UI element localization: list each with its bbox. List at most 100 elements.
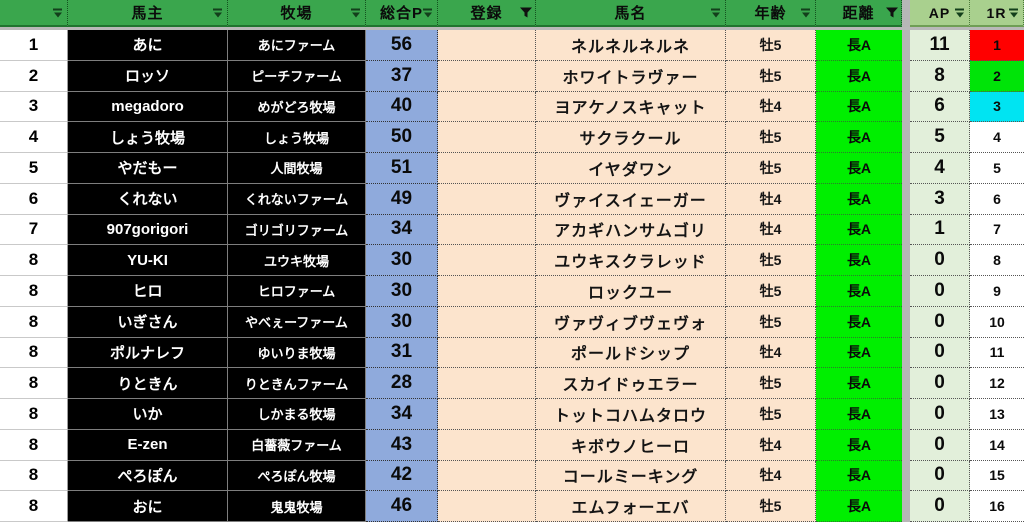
registration-cell[interactable] (438, 429, 536, 461)
ap-cell[interactable]: 0 (910, 276, 970, 307)
owner-cell[interactable]: りときん (68, 368, 228, 399)
farm-cell[interactable]: しかまる牧場 (228, 399, 366, 430)
total-p-cell[interactable]: 34 (366, 399, 438, 430)
horse-name-cell[interactable]: アカギハンサムゴリ (536, 214, 726, 246)
ap-cell[interactable]: 6 (910, 91, 970, 123)
rank-cell[interactable]: 5 (0, 153, 68, 184)
total-p-cell[interactable]: 50 (366, 122, 438, 153)
registration-cell[interactable] (438, 214, 536, 246)
r1-cell[interactable]: 14 (970, 429, 1024, 461)
distance-cell[interactable]: 長A (816, 306, 902, 338)
ap-cell[interactable]: 8 (910, 60, 970, 92)
farm-cell[interactable]: りときんファーム (228, 368, 366, 399)
horse-name-cell[interactable]: キボウノヒーロ (536, 429, 726, 461)
column-header-total[interactable]: 総合P (366, 0, 438, 27)
age-cell[interactable]: 牡5 (726, 245, 816, 276)
ap-cell[interactable]: 0 (910, 368, 970, 399)
registration-cell[interactable] (438, 245, 536, 276)
age-cell[interactable]: 牡5 (726, 399, 816, 430)
r1-cell[interactable]: 4 (970, 122, 1024, 153)
distance-cell[interactable]: 長A (816, 337, 902, 369)
registration-cell[interactable] (438, 276, 536, 307)
distance-cell[interactable]: 長A (816, 60, 902, 92)
owner-cell[interactable]: YU-KI (68, 245, 228, 276)
ap-cell[interactable]: 0 (910, 306, 970, 338)
age-cell[interactable]: 牡4 (726, 214, 816, 246)
owner-cell[interactable]: 907gorigori (68, 214, 228, 246)
horse-name-cell[interactable]: サクラクール (536, 122, 726, 153)
registration-cell[interactable] (438, 153, 536, 184)
filter-dropdown-icon[interactable] (348, 5, 363, 20)
column-header-rank[interactable] (0, 0, 68, 27)
horse-name-cell[interactable]: ホワイトラヴァー (536, 60, 726, 92)
owner-cell[interactable]: やだもー (68, 153, 228, 184)
total-p-cell[interactable]: 30 (366, 276, 438, 307)
registration-cell[interactable] (438, 337, 536, 369)
total-p-cell[interactable]: 34 (366, 214, 438, 246)
r1-cell[interactable]: 11 (970, 337, 1024, 369)
distance-cell[interactable]: 長A (816, 460, 902, 492)
horse-name-cell[interactable]: ヴァイスイェーガー (536, 183, 726, 215)
farm-cell[interactable]: 人間牧場 (228, 153, 366, 184)
filter-dropdown-icon[interactable] (798, 5, 813, 20)
farm-cell[interactable]: ピーチファーム (228, 60, 366, 92)
distance-cell[interactable]: 長A (816, 153, 902, 184)
r1-cell[interactable]: 1 (970, 30, 1024, 61)
total-p-cell[interactable]: 28 (366, 368, 438, 399)
column-header-horse[interactable]: 馬名 (536, 0, 726, 27)
registration-cell[interactable] (438, 122, 536, 153)
distance-cell[interactable]: 長A (816, 399, 902, 430)
column-header-age[interactable]: 年齢 (726, 0, 816, 27)
rank-cell[interactable]: 6 (0, 183, 68, 215)
distance-cell[interactable]: 長A (816, 214, 902, 246)
r1-cell[interactable]: 8 (970, 245, 1024, 276)
ap-cell[interactable]: 0 (910, 429, 970, 461)
column-header-dist[interactable]: 距離 (816, 0, 902, 27)
rank-cell[interactable]: 4 (0, 122, 68, 153)
rank-cell[interactable]: 8 (0, 337, 68, 369)
r1-cell[interactable]: 10 (970, 306, 1024, 338)
age-cell[interactable]: 牡5 (726, 491, 816, 522)
r1-cell[interactable]: 9 (970, 276, 1024, 307)
ap-cell[interactable]: 0 (910, 491, 970, 522)
r1-cell[interactable]: 15 (970, 460, 1024, 492)
age-cell[interactable]: 牡4 (726, 183, 816, 215)
r1-cell[interactable]: 7 (970, 214, 1024, 246)
farm-cell[interactable]: ゆいりま牧場 (228, 337, 366, 369)
filter-dropdown-icon[interactable] (420, 5, 435, 20)
total-p-cell[interactable]: 43 (366, 429, 438, 461)
ap-cell[interactable]: 4 (910, 153, 970, 184)
column-header-reg[interactable]: 登録 (438, 0, 536, 27)
ap-cell[interactable]: 0 (910, 245, 970, 276)
age-cell[interactable]: 牡4 (726, 460, 816, 492)
total-p-cell[interactable]: 49 (366, 183, 438, 215)
owner-cell[interactable]: ポルナレフ (68, 337, 228, 369)
total-p-cell[interactable]: 40 (366, 91, 438, 123)
ap-cell[interactable]: 5 (910, 122, 970, 153)
farm-cell[interactable]: 白薔薇ファーム (228, 429, 366, 461)
rank-cell[interactable]: 3 (0, 91, 68, 123)
owner-cell[interactable]: ぺろぽん (68, 460, 228, 492)
registration-cell[interactable] (438, 30, 536, 61)
total-p-cell[interactable]: 51 (366, 153, 438, 184)
owner-cell[interactable]: いか (68, 399, 228, 430)
farm-cell[interactable]: 鬼鬼牧場 (228, 491, 366, 522)
total-p-cell[interactable]: 31 (366, 337, 438, 369)
rank-cell[interactable]: 8 (0, 306, 68, 338)
rank-cell[interactable]: 7 (0, 214, 68, 246)
rank-cell[interactable]: 8 (0, 245, 68, 276)
registration-cell[interactable] (438, 183, 536, 215)
owner-cell[interactable]: ロッソ (68, 60, 228, 92)
rank-cell[interactable]: 8 (0, 276, 68, 307)
distance-cell[interactable]: 長A (816, 491, 902, 522)
r1-cell[interactable]: 6 (970, 183, 1024, 215)
r1-cell[interactable]: 3 (970, 91, 1024, 123)
column-header-owner[interactable]: 馬主 (68, 0, 228, 27)
horse-name-cell[interactable]: イヤダワン (536, 153, 726, 184)
total-p-cell[interactable]: 56 (366, 30, 438, 61)
distance-cell[interactable]: 長A (816, 276, 902, 307)
filter-funnel-icon[interactable] (884, 5, 899, 20)
farm-cell[interactable]: しょう牧場 (228, 122, 366, 153)
filter-dropdown-icon[interactable] (1006, 5, 1021, 20)
total-p-cell[interactable]: 42 (366, 460, 438, 492)
